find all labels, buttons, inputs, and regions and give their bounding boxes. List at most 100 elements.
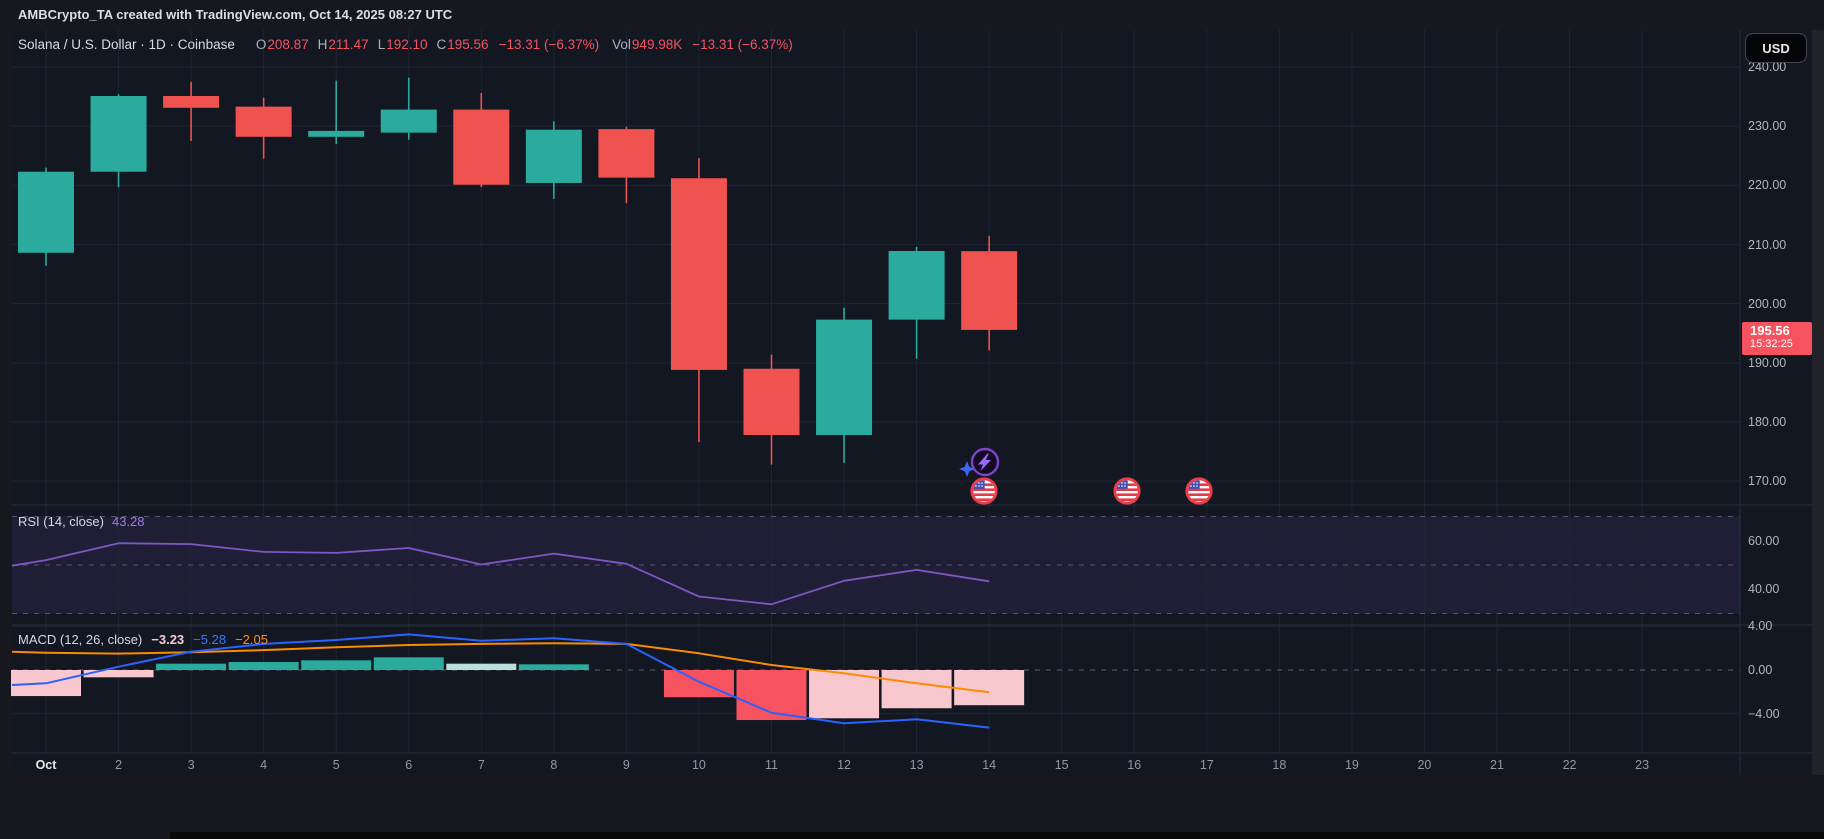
close-value: 195.56 [447, 36, 489, 52]
time-axis-label: 3 [187, 758, 195, 772]
candle-body [90, 95, 147, 172]
time-axis-label: 15 [1054, 758, 1069, 772]
currency-toggle-button[interactable]: USD [1745, 33, 1807, 63]
attribution-bar: AMBCrypto_TA created with TradingView.co… [0, 0, 1824, 30]
time-axis-label: 18 [1272, 758, 1287, 772]
macd-axis-label: −4.00 [1748, 706, 1780, 721]
last-price-tag: 195.56 15:32:25 [1742, 322, 1812, 355]
price-axis-label: 180.00 [1748, 415, 1787, 429]
macd-histogram-bar [156, 663, 227, 670]
rsi-axis-label: 60.00 [1748, 533, 1780, 548]
time-axis-label: 20 [1417, 758, 1432, 772]
time-axis-label: 13 [909, 758, 924, 772]
symbol-info-bar: Solana / U.S. Dollar · 1D · Coinbase O 20… [18, 35, 793, 53]
open-value: 208.87 [267, 36, 309, 52]
volume-label: Vol [612, 36, 631, 52]
candle-body [453, 109, 510, 185]
candle-body [961, 251, 1018, 330]
candle-body [235, 106, 292, 137]
rsi-band-fill [12, 516, 1740, 614]
macd-histogram-value: −3.23 [151, 632, 185, 647]
candle-body [743, 368, 800, 436]
time-axis-label: 7 [477, 758, 485, 772]
candle-body [888, 251, 945, 320]
time-axis-label: 10 [691, 758, 706, 772]
price-axis-label: 170.00 [1748, 474, 1787, 489]
macd-histogram-bar [83, 670, 154, 678]
rsi-legend: RSI (14, close) 43.28 [18, 514, 145, 529]
time-axis-label: 4 [260, 758, 268, 772]
candle-body [525, 129, 582, 183]
spark-star-icon [959, 461, 975, 477]
macd-histogram-bar [446, 663, 517, 670]
time-axis-label: 5 [332, 758, 340, 772]
time-axis-label: 19 [1344, 758, 1359, 772]
price-axis-label: 190.00 [1748, 355, 1787, 370]
lightning-bolt-icon [978, 453, 991, 471]
macd-histogram-bar [881, 670, 952, 709]
time-axis-label: 2 [115, 758, 123, 772]
time-axis-label: 17 [1199, 758, 1214, 772]
time-axis-label: 23 [1635, 758, 1650, 772]
rsi-indicator-label[interactable]: RSI (14, close) [18, 514, 104, 529]
candle-body [670, 178, 727, 370]
macd-histogram-bar [809, 670, 880, 719]
macd-histogram-bar [518, 664, 589, 670]
macd-signal-line [11, 642, 990, 694]
close-label: C [436, 36, 447, 52]
low-value: 192.10 [386, 36, 428, 52]
macd-line [11, 633, 990, 729]
time-axis-label: 16 [1127, 758, 1142, 772]
attribution-text: AMBCrypto_TA created with TradingView.co… [18, 7, 453, 22]
macd-histogram-bar [301, 660, 372, 670]
time-axis-label: Oct [35, 758, 57, 772]
macd-histogram [11, 657, 1025, 721]
macd-histogram-bar [954, 670, 1025, 706]
time-axis-label: 21 [1490, 758, 1504, 772]
us-flag-icon[interactable] [1183, 475, 1215, 507]
macd-line-value: −5.28 [193, 632, 227, 647]
open-label: O [255, 36, 267, 52]
volume-change: −13.31 (−6.37%) [692, 36, 793, 52]
candlestick-series [18, 77, 1018, 465]
macd-legend: MACD (12, 26, close) −3.23 −5.28 −2.05 [18, 632, 268, 647]
last-price-value: 195.56 [1750, 323, 1790, 338]
footer-bar: TradingView [0, 775, 1824, 839]
volume-value: 949.98K [631, 36, 683, 52]
price-axis-label: 230.00 [1748, 119, 1787, 134]
price-axis-label: 240.00 [1748, 60, 1787, 74]
window-bottom-edge [170, 832, 1824, 839]
rsi-line [11, 542, 990, 606]
time-axis-label: 11 [765, 758, 778, 772]
us-flag-icon[interactable] [1111, 475, 1143, 507]
rsi-axis-label: 40.00 [1748, 582, 1780, 597]
high-value: 211.47 [328, 36, 369, 52]
us-flag-icon[interactable] [968, 475, 1000, 507]
candle-body [816, 319, 873, 436]
symbol-title[interactable]: Solana / U.S. Dollar · 1D · Coinbase [18, 36, 235, 52]
time-axis-label: 8 [550, 758, 558, 772]
macd-histogram-bar [373, 657, 444, 670]
chart-background [12, 30, 1812, 775]
macd-indicator-label[interactable]: MACD (12, 26, close) [18, 632, 143, 647]
price-axis-label: 200.00 [1748, 296, 1787, 311]
candle-body [163, 95, 220, 108]
candle-body [380, 109, 437, 133]
time-axis-label: 9 [622, 758, 630, 772]
candle-body [18, 171, 74, 253]
time-axis-label: 22 [1562, 758, 1577, 772]
macd-signal-value: −2.05 [235, 632, 268, 647]
candle-body [308, 130, 365, 137]
low-label: L [377, 36, 386, 52]
macd-axis-label: 0.00 [1748, 663, 1773, 677]
high-label: H [317, 36, 328, 52]
time-axis-label: 6 [405, 758, 413, 772]
right-scroll-strip [1812, 30, 1824, 775]
price-axis-label: 220.00 [1748, 178, 1787, 193]
price-axis-label: 210.00 [1748, 237, 1787, 252]
time-axis-label: 14 [982, 758, 997, 772]
lightning-spark-icon[interactable] [956, 443, 1002, 483]
bar-countdown: 15:32:25 [1750, 338, 1793, 350]
